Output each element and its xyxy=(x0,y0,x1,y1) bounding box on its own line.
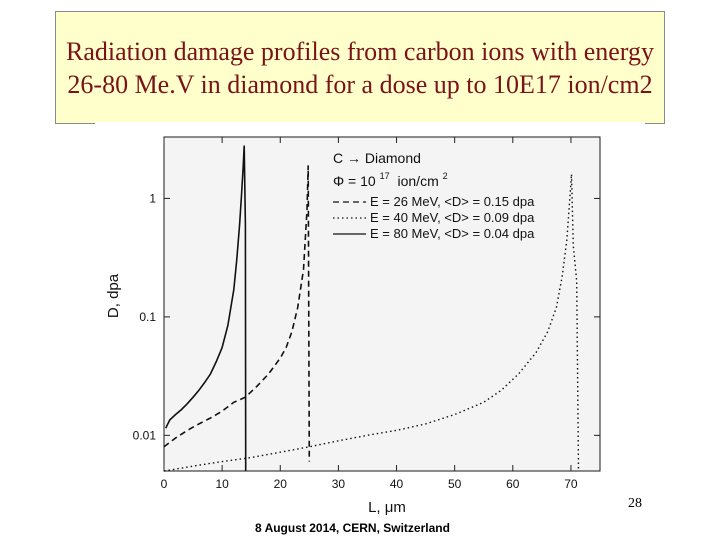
legend-label-3: E = 80 MeV, <D> = 0.04 dpa xyxy=(370,226,535,241)
x-tick-label: 50 xyxy=(448,477,462,491)
legend-label-1: E = 26 MeV, <D> = 0.15 dpa xyxy=(370,194,535,209)
y-tick-label: 0.1 xyxy=(139,310,156,324)
y-axis-label: D, dpa xyxy=(105,273,122,318)
slide-number: 28 xyxy=(628,496,642,511)
slide-title: Radiation damage profiles from carbon io… xyxy=(66,36,654,99)
x-axis-label: L, μm xyxy=(368,499,406,516)
legend-header-reaction: C → Diamond xyxy=(333,150,421,166)
legend-label-2: E = 40 MeV, <D> = 0.09 dpa xyxy=(370,210,535,225)
slide-footer: 8 August 2014, CERN, Switzerland xyxy=(255,521,450,535)
slide-title-box: Radiation damage profiles from carbon io… xyxy=(55,11,665,124)
y-tick-label: 1 xyxy=(149,191,156,205)
x-tick-label: 60 xyxy=(506,477,520,491)
legend-header-fluence: Φ = 10 17 ion/cm 2 xyxy=(333,166,448,189)
y-tick-label: 0.01 xyxy=(133,428,157,442)
series-line-3 xyxy=(164,145,247,472)
series-line-1 xyxy=(163,165,311,462)
x-tick-label: 30 xyxy=(332,477,346,491)
plot-frame xyxy=(163,136,601,472)
x-tick-label: 0 xyxy=(161,477,168,491)
title-box-gap xyxy=(95,122,645,126)
x-tick-label: 20 xyxy=(274,477,288,491)
legend-fluence-unit-exponent: 2 xyxy=(443,171,448,181)
axis-ticks: 0 10 20 30 40 50 60 70 0.01 0.1 1 xyxy=(133,137,600,491)
legend-fluence-symbol: Φ = 10 xyxy=(333,173,376,189)
legend-fluence-exponent: 17 xyxy=(380,171,390,181)
x-tick-label: 70 xyxy=(564,477,578,491)
series-layer xyxy=(163,145,580,472)
chart-legend: C → Diamond Φ = 10 17 ion/cm 2 E = 26 Me… xyxy=(333,150,535,241)
x-tick-label: 10 xyxy=(215,477,229,491)
x-tick-label: 40 xyxy=(390,477,404,491)
series-line-2 xyxy=(163,174,580,472)
legend-fluence-unit: ion/cm xyxy=(398,173,439,189)
